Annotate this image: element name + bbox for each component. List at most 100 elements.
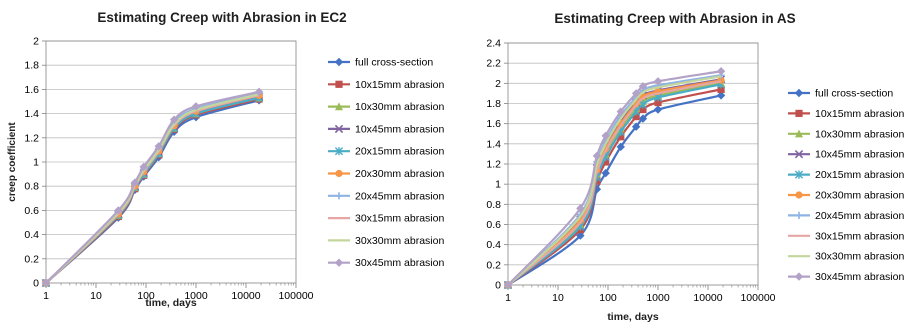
data-point <box>638 82 648 91</box>
x-tick-label: 100000 <box>740 292 775 304</box>
legend-label: 30x30mm abrasion <box>815 251 904 263</box>
y-tick-label: 0.6 <box>486 219 501 231</box>
x-tick-label: 1 <box>43 290 49 302</box>
data-point <box>139 162 148 172</box>
series-line <box>507 75 722 286</box>
legend-marker <box>335 80 343 88</box>
data-point <box>616 142 625 152</box>
data-point <box>716 91 726 100</box>
x-axis-label: time, days <box>607 311 659 323</box>
data-point <box>717 85 725 93</box>
legend-label: full cross-section <box>355 57 433 69</box>
data-point <box>638 114 648 123</box>
data-point <box>503 280 513 290</box>
data-point <box>716 67 726 76</box>
legend-marker <box>334 258 344 267</box>
x-axis-label: time, days <box>145 297 197 309</box>
legend-marker <box>334 124 344 134</box>
data-point <box>41 278 51 288</box>
series-line <box>45 98 260 284</box>
legend-marker <box>794 150 804 159</box>
legend-label: 10x45mm abrasion <box>355 123 444 135</box>
legend-marker <box>335 102 343 111</box>
legend-label: 30x15mm abrasion <box>355 213 444 225</box>
data-point <box>130 178 140 187</box>
data-point <box>191 102 201 111</box>
y-tick-label: 1.6 <box>24 84 39 96</box>
data-point <box>114 206 123 215</box>
y-tick-label: 1.2 <box>486 159 501 171</box>
y-tick-label: 1.8 <box>486 98 501 110</box>
y-tick-label: 0 <box>495 280 501 292</box>
y-tick-label: 0.6 <box>24 205 39 217</box>
legend-label: 10x45mm abrasion <box>815 149 904 161</box>
y-tick-label: 1 <box>495 179 501 191</box>
series-line <box>507 80 722 286</box>
legend-label: 20x30mm abrasion <box>815 190 904 202</box>
y-tick-label: 2 <box>33 36 39 48</box>
y-tick-label: 0 <box>33 278 39 290</box>
data-point <box>653 77 663 86</box>
plot-area <box>507 42 759 286</box>
data-point <box>653 105 663 114</box>
legend-marker <box>795 191 803 199</box>
y-tick-label: 0.4 <box>486 239 501 251</box>
legend-marker <box>334 147 344 156</box>
data-point <box>576 231 585 240</box>
y-tick-label: 1 <box>33 157 39 169</box>
data-point <box>602 158 610 166</box>
x-tick-label: 1000 <box>184 290 208 302</box>
data-point <box>638 100 648 109</box>
legend-label: 10x15mm abrasion <box>355 79 444 91</box>
legend-marker <box>794 170 804 179</box>
x-tick-label: 10 <box>90 290 102 302</box>
y-tick-label: 0.8 <box>24 181 39 193</box>
data-point <box>631 89 641 98</box>
data-point <box>592 151 602 161</box>
data-point <box>592 185 602 194</box>
chart-title: Estimating Creep with Abrasion in AS <box>554 11 795 26</box>
y-tick-label: 0.2 <box>486 259 501 271</box>
legend-label: 30x45mm abrasion <box>815 271 904 283</box>
x-tick-label: 1000 <box>646 292 670 304</box>
data-point <box>169 115 179 124</box>
legend-label: 10x30mm abrasion <box>815 128 904 140</box>
legend-marker <box>795 109 803 117</box>
y-tick-label: 1.4 <box>486 138 501 150</box>
data-point <box>654 98 662 107</box>
plot-area <box>45 40 297 284</box>
data-point <box>632 113 640 121</box>
chart-title: Estimating Creep with Abrasion in EC2 <box>97 10 346 25</box>
y-tick-label: 2 <box>495 78 501 90</box>
data-point <box>576 204 585 213</box>
x-tick-label: 10000 <box>231 290 260 302</box>
legend-label: 30x15mm abrasion <box>815 230 904 242</box>
x-tick-label: 100000 <box>278 290 313 302</box>
y-tick-label: 1.8 <box>24 60 39 72</box>
x-tick-label: 1 <box>505 292 511 304</box>
y-tick-label: 1.6 <box>486 118 501 130</box>
y-tick-label: 1.2 <box>24 132 39 144</box>
y-tick-label: 2.2 <box>486 58 501 70</box>
legend-label: 10x15mm abrasion <box>815 108 904 120</box>
x-tick-label: 100 <box>137 290 155 302</box>
legend-label: 30x30mm abrasion <box>355 235 444 247</box>
legend-marker <box>795 129 803 138</box>
series-line <box>45 96 260 284</box>
legend-label: 20x45mm abrasion <box>815 210 904 222</box>
legend-marker <box>794 272 804 281</box>
y-axis-label: creep coefficient <box>7 122 18 202</box>
x-tick-label: 10 <box>552 292 564 304</box>
y-tick-label: 0.2 <box>24 253 39 265</box>
chart-1: Estimating Creep with Abrasion in EC2 0 0.… <box>7 10 444 309</box>
x-tick-label: 100 <box>599 292 617 304</box>
data-point <box>601 131 610 140</box>
data-point <box>631 122 641 131</box>
legend-label: 20x15mm abrasion <box>355 146 444 158</box>
y-tick-label: 0.8 <box>486 199 501 211</box>
legend-marker <box>794 88 804 98</box>
legend-label: 10x30mm abrasion <box>355 101 444 113</box>
data-point <box>639 105 647 114</box>
data-point <box>254 87 264 97</box>
